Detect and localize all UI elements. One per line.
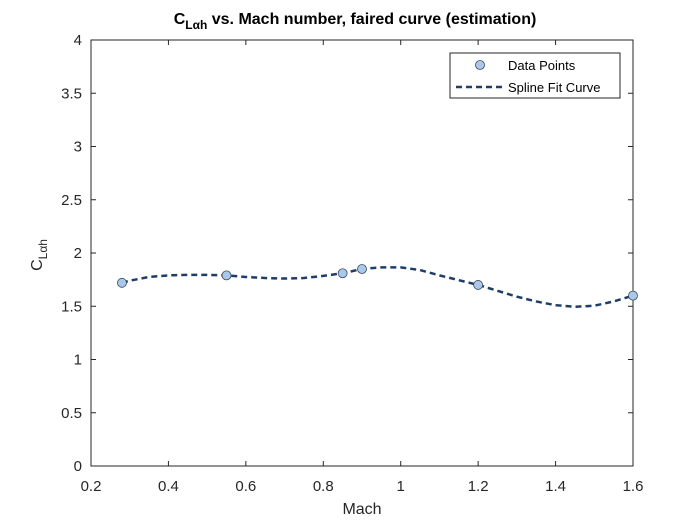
x-tick-label: 0.6 <box>235 478 256 495</box>
x-tick-label: 0.2 <box>81 478 102 495</box>
y-tick-label: 2.5 <box>61 192 82 209</box>
data-point <box>337 268 348 279</box>
y-label-symbol: C <box>29 259 46 271</box>
x-tick-label: 1 <box>397 478 405 495</box>
series-spline-fit-curve <box>121 266 634 309</box>
x-axis-label: Mach <box>342 501 381 518</box>
title-symbol: C <box>174 11 186 28</box>
legend-label-spline-fit: Spline Fit Curve <box>508 80 600 95</box>
x-tick-label: 1.4 <box>545 478 566 495</box>
series-data-points <box>117 264 638 301</box>
y-label-subscript: Lαh <box>36 239 50 259</box>
axis-ticks <box>90 39 634 467</box>
title-subscript: Lαh <box>185 18 207 32</box>
data-point <box>628 290 638 301</box>
legend-marker-data-points <box>475 60 485 70</box>
data-point <box>221 270 232 281</box>
legend-label-data-points: Data Points <box>508 58 576 73</box>
x-tick-label: 1.2 <box>468 478 489 495</box>
x-tick-label: 0.8 <box>313 478 334 495</box>
y-tick-label: 3.5 <box>61 85 82 102</box>
x-tick-label: 0.4 <box>158 478 179 495</box>
y-tick-label: 1.5 <box>61 298 82 315</box>
data-point <box>357 264 367 274</box>
data-point <box>117 277 127 288</box>
y-tick-label: 0 <box>74 458 82 475</box>
data-point <box>473 280 484 290</box>
chart-title: CLαh vs. Mach number, faired curve (esti… <box>174 11 537 32</box>
title-text: vs. Mach number, faired curve (estimatio… <box>207 11 536 28</box>
x-tick-label: 1.6 <box>623 478 644 495</box>
legend: Data Points Spline Fit Curve <box>449 52 621 99</box>
y-tick-label: 2 <box>74 245 82 262</box>
y-tick-label: 4 <box>74 32 82 49</box>
y-axis-label: CLαh <box>29 239 50 271</box>
y-tick-label: 1 <box>74 352 82 369</box>
y-tick-label: 0.5 <box>61 405 82 422</box>
plot-area <box>90 39 634 467</box>
y-tick-label: 3 <box>74 139 82 156</box>
y-tick-labels: 0 0.5 1 1.5 2 2.5 3 3.5 4 <box>61 32 82 475</box>
x-tick-labels: 0.2 0.4 0.6 0.8 1 1.2 1.4 1.6 <box>81 478 644 495</box>
